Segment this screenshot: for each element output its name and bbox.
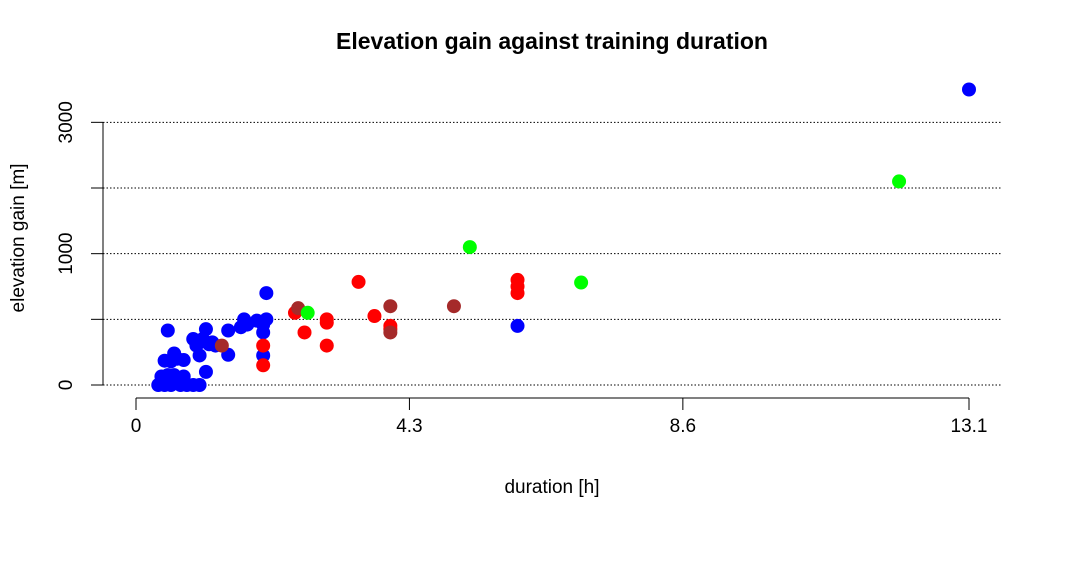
data-point: [510, 286, 525, 301]
data-point: [256, 358, 271, 373]
data-point: [300, 305, 315, 320]
data-point: [221, 323, 236, 338]
axes: 0 1000 3000 0 4.3 8.6 13.1: [56, 101, 987, 437]
data-point: [574, 275, 589, 290]
data-point: [319, 312, 334, 327]
data-point: [351, 274, 366, 289]
data-point: [446, 299, 461, 314]
data-point: [256, 348, 271, 363]
data-point: [892, 174, 907, 189]
data-point: [367, 309, 382, 324]
data-point: [192, 378, 207, 392]
data-point: [256, 338, 271, 353]
y-tick-label: 0: [56, 380, 77, 391]
y-axis-label: elevation gain [m]: [8, 164, 29, 313]
gridlines: [103, 121, 1001, 386]
data-point: [462, 240, 477, 255]
data-point: [297, 325, 312, 340]
x-tick-label: 8.6: [670, 416, 696, 437]
y-tick-label: 3000: [56, 101, 77, 143]
data-point: [160, 323, 175, 338]
data-point: [510, 318, 525, 333]
x-tick-label: 4.3: [396, 416, 422, 437]
data-point: [198, 364, 213, 379]
data-point: [214, 338, 229, 353]
data-point: [176, 369, 191, 384]
data-point: [383, 325, 398, 340]
data-point: [167, 346, 182, 361]
data-point: [198, 322, 213, 337]
x-tick-label: 13.1: [951, 416, 988, 437]
data-points: [151, 82, 976, 392]
data-point: [259, 286, 274, 301]
data-point: [256, 325, 271, 340]
data-point: [259, 312, 274, 327]
chart-title: Elevation gain against training duration: [336, 28, 768, 54]
x-tick-label: 0: [131, 416, 142, 437]
data-point: [383, 299, 398, 314]
y-tick-label: 1000: [56, 233, 77, 275]
data-point: [237, 312, 252, 327]
data-point: [962, 82, 976, 97]
data-point: [319, 338, 334, 353]
x-axis-label: duration [h]: [504, 477, 599, 498]
